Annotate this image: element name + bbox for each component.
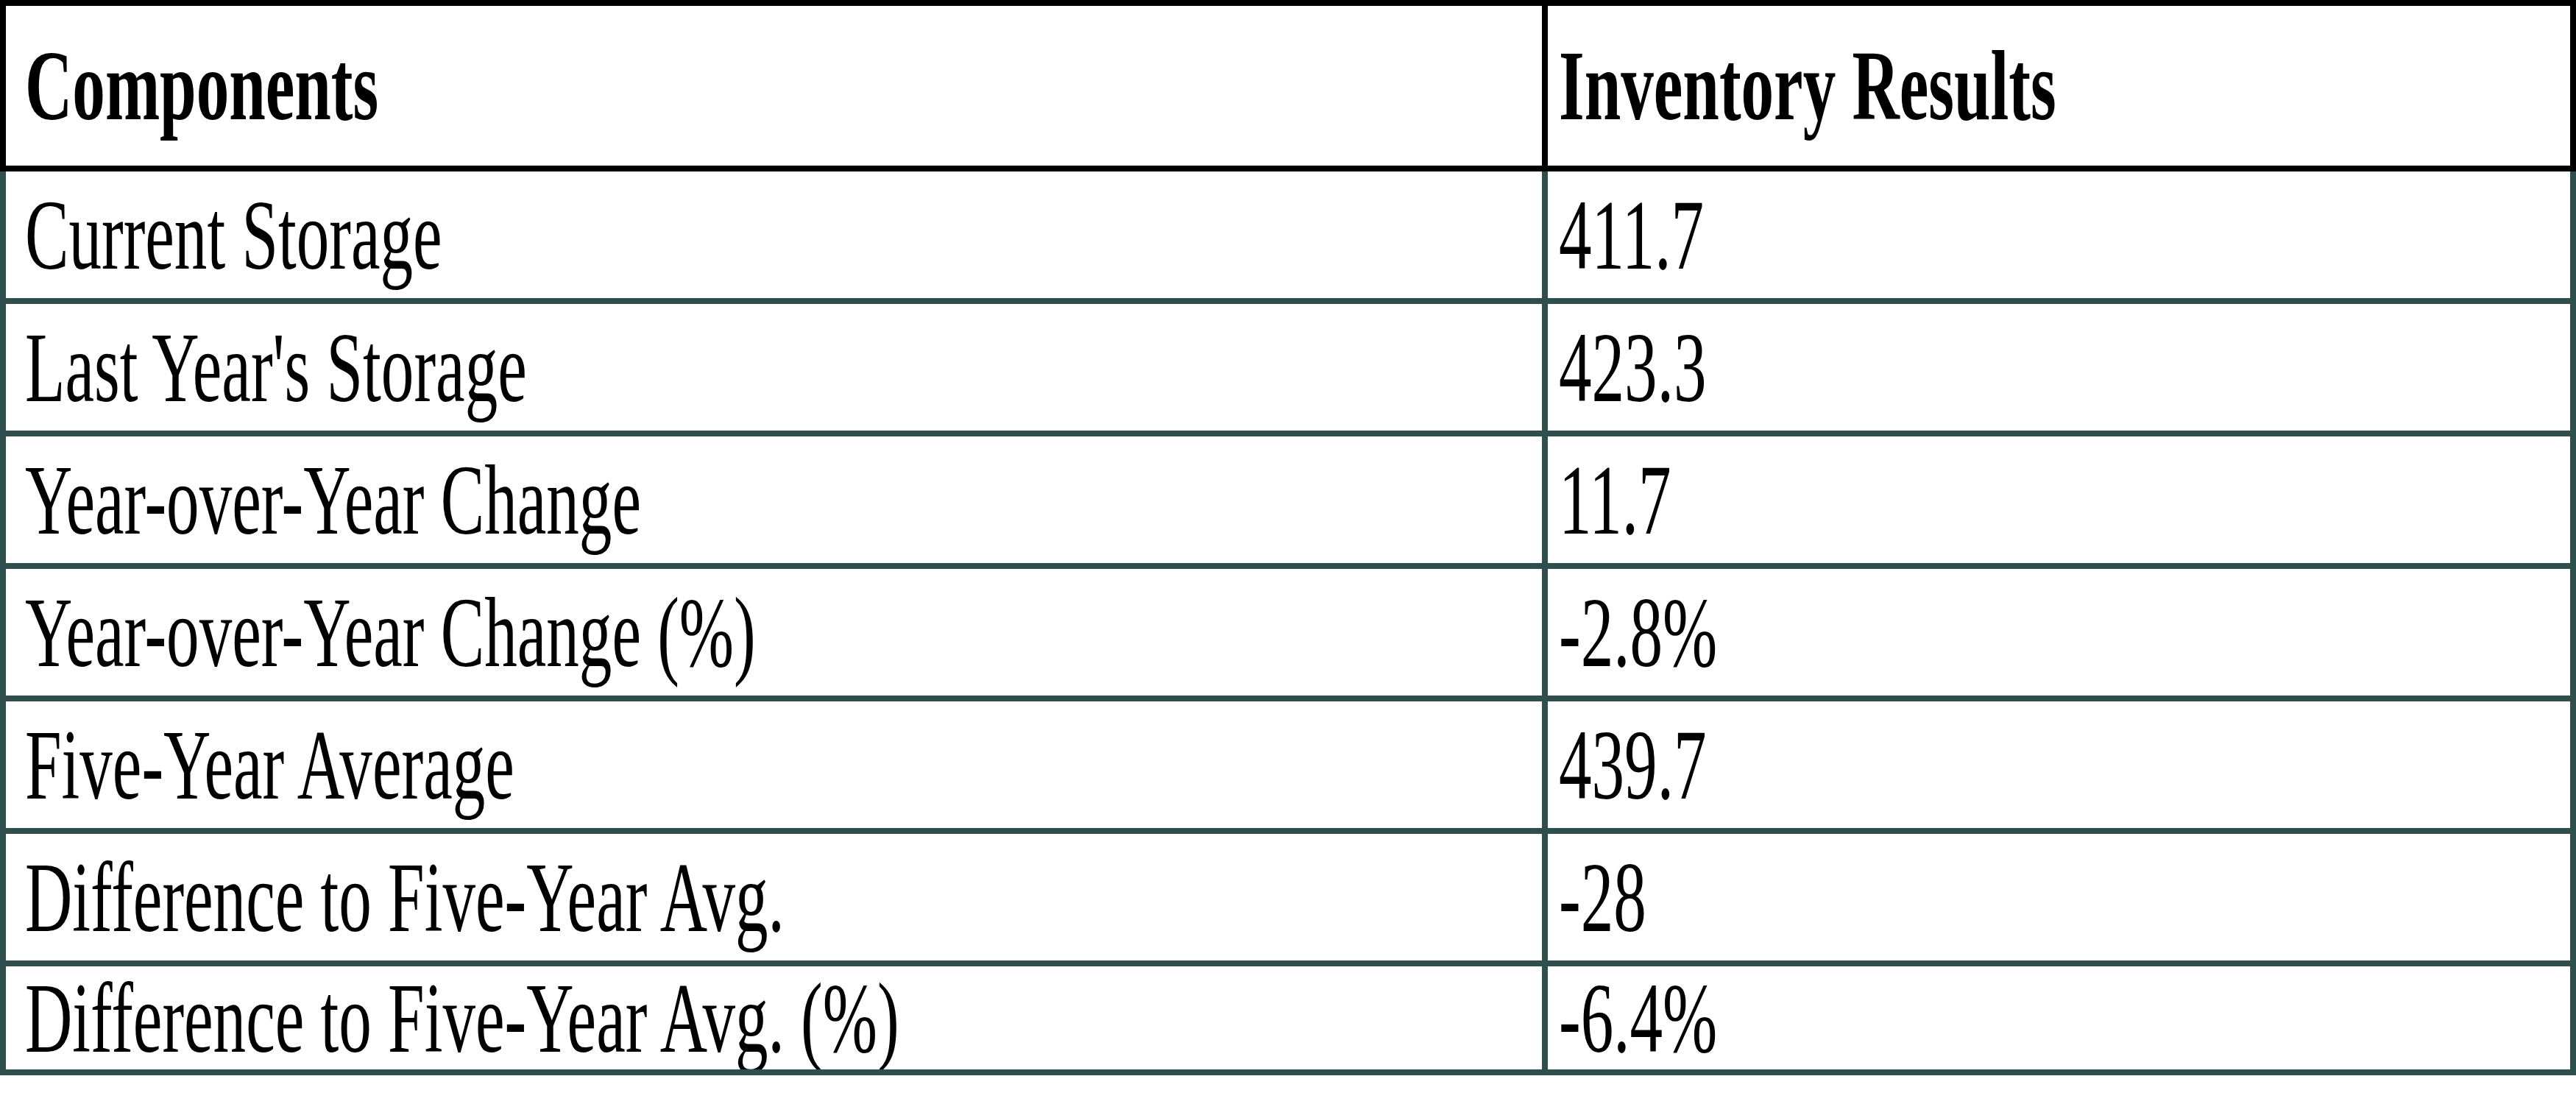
header-cell-components: Components [6,6,1548,166]
table-row-yoy-change-pct: Year-over-Year Change (%) -2.8% [0,569,2576,701]
header-label-inventory-results: Inventory Results [1559,36,2056,135]
row-label: Current Storage [25,185,442,285]
row-label-cell: Five-Year Average [6,701,1548,828]
table-row-current-storage: Current Storage 411.7 [0,171,2576,304]
row-value: 411.7 [1559,185,1704,285]
row-label-cell: Last Year's Storage [6,304,1548,431]
row-value-cell: -2.8% [1548,569,2570,696]
row-value-cell: 439.7 [1548,701,2570,828]
table-row-diff-five-year-avg-pct: Difference to Five-Year Avg. (%) -6.4% [0,966,2576,1075]
row-value: 11.7 [1559,450,1671,550]
table-row-five-year-average: Five-Year Average 439.7 [0,701,2576,834]
header-label-components: Components [25,36,378,135]
row-label-cell: Year-over-Year Change [6,436,1548,563]
row-label: Last Year's Storage [25,318,527,417]
row-label-cell: Difference to Five-Year Avg. (%) [6,966,1548,1069]
row-value: -2.8% [1559,583,1717,682]
row-label: Year-over-Year Change [25,450,641,550]
header-row: Components Inventory Results [0,0,2576,171]
row-label: Year-over-Year Change (%) [25,583,756,682]
row-value-cell: 423.3 [1548,304,2570,431]
row-value-cell: 411.7 [1548,171,2570,298]
row-value: 439.7 [1559,715,1706,815]
row-label-cell: Year-over-Year Change (%) [6,569,1548,696]
header-cell-inventory-results: Inventory Results [1548,6,2570,166]
inventory-results-table: Components Inventory Results Current Sto… [0,0,2576,1075]
row-label: Difference to Five-Year Avg. [25,848,785,947]
row-value-cell: -28 [1548,834,2570,960]
table-row-yoy-change: Year-over-Year Change 11.7 [0,436,2576,569]
row-value: -28 [1559,848,1646,947]
table-row-last-years-storage: Last Year's Storage 423.3 [0,304,2576,436]
row-value-cell: -6.4% [1548,966,2570,1069]
row-label: Five-Year Average [25,715,514,815]
row-value: 423.3 [1559,318,1706,417]
row-value: -6.4% [1559,969,1717,1068]
row-value-cell: 11.7 [1548,436,2570,563]
row-label-cell: Difference to Five-Year Avg. [6,834,1548,960]
table-row-diff-five-year-avg: Difference to Five-Year Avg. -28 [0,834,2576,966]
row-label: Difference to Five-Year Avg. (%) [25,969,899,1068]
row-label-cell: Current Storage [6,171,1548,298]
